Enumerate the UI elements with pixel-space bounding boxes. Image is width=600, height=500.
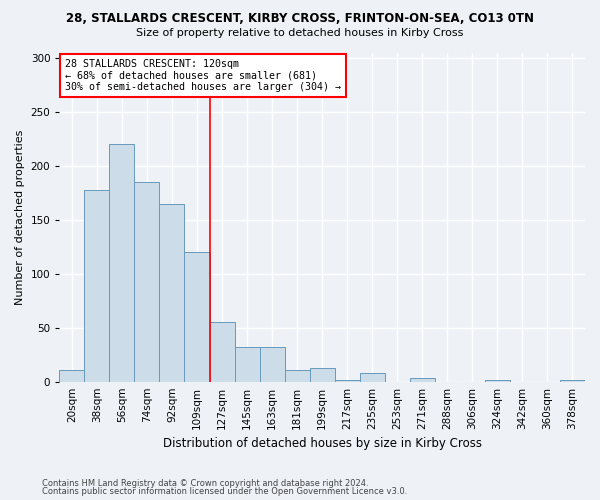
Bar (160, 204, 184, 382)
Text: 28, STALLARDS CRESCENT, KIRBY CROSS, FRINTON-ON-SEA, CO13 0TN: 28, STALLARDS CRESCENT, KIRBY CROSS, FRI… (66, 12, 534, 26)
Bar (209, 322, 235, 382)
Text: Contains HM Land Registry data © Crown copyright and database right 2024.: Contains HM Land Registry data © Crown c… (42, 478, 368, 488)
Bar (360, 373, 385, 382)
Bar (485, 380, 510, 382)
Text: 28 STALLARDS CRESCENT: 120sqm
← 68% of detached houses are smaller (681)
30% of : 28 STALLARDS CRESCENT: 120sqm ← 68% of d… (65, 59, 341, 92)
Bar (410, 378, 435, 382)
Text: Size of property relative to detached houses in Kirby Cross: Size of property relative to detached ho… (136, 28, 464, 38)
Bar (560, 380, 585, 382)
Bar (310, 368, 335, 382)
Y-axis label: Number of detached properties: Number of detached properties (15, 130, 25, 305)
Bar (59, 370, 85, 382)
Bar (134, 182, 160, 382)
Bar (85, 190, 109, 382)
Bar (284, 370, 310, 382)
Bar (109, 144, 134, 382)
Bar (184, 252, 209, 382)
Bar (260, 347, 284, 382)
Bar (335, 380, 360, 382)
Text: Contains public sector information licensed under the Open Government Licence v3: Contains public sector information licen… (42, 487, 407, 496)
Bar (235, 347, 260, 382)
X-axis label: Distribution of detached houses by size in Kirby Cross: Distribution of detached houses by size … (163, 437, 482, 450)
